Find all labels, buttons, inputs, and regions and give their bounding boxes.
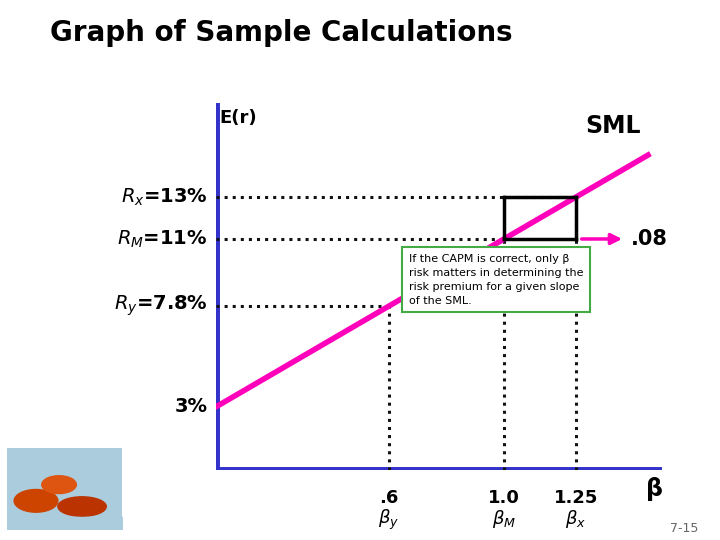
Text: 7-15: 7-15	[670, 522, 698, 535]
Text: $\beta_y$: $\beta_y$	[378, 508, 400, 532]
Text: Graph of Sample Calculations: Graph of Sample Calculations	[50, 19, 513, 47]
Ellipse shape	[14, 489, 58, 512]
Ellipse shape	[58, 497, 107, 516]
Text: 1.0: 1.0	[488, 489, 520, 507]
Text: If the CAPM is correct, only β
risk matters in determining the
risk premium for : If the CAPM is correct, only β risk matt…	[409, 254, 583, 306]
Text: E(r): E(r)	[219, 109, 256, 127]
Text: $R_{x}$=13%: $R_{x}$=13%	[121, 186, 207, 208]
Text: SML: SML	[585, 114, 642, 138]
Ellipse shape	[42, 476, 76, 494]
Text: 3%: 3%	[174, 397, 207, 416]
Text: 1.25: 1.25	[554, 489, 598, 507]
Text: $R_{M}$=11%: $R_{M}$=11%	[117, 228, 207, 249]
Text: .08: .08	[631, 229, 667, 249]
Text: $\beta_M$: $\beta_M$	[492, 508, 516, 530]
Text: .6: .6	[379, 489, 398, 507]
Text: $R_{y}$=7.8%: $R_{y}$=7.8%	[114, 294, 207, 319]
Text: $\bf{\beta}$: $\bf{\beta}$	[645, 475, 662, 503]
Text: $\beta_x$: $\beta_x$	[565, 508, 587, 530]
